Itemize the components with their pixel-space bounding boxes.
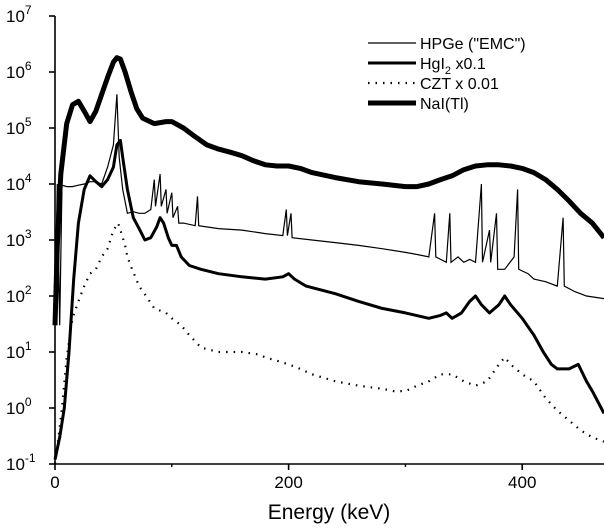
y-tick-label: 105 [6, 115, 32, 138]
series-line-1 [53, 138, 604, 460]
y-tick-label: 100 [6, 395, 32, 418]
y-tick-label: 102 [6, 283, 32, 306]
legend-label: CZT x 0.01 [420, 76, 499, 93]
series-line-3 [53, 220, 604, 465]
plot-lines [52, 55, 604, 465]
x-tick-label: 200 [274, 473, 302, 492]
x-tick-label: 0 [50, 473, 59, 492]
y-tick-label: 104 [6, 171, 32, 194]
x-axis-label: Energy (keV) [268, 501, 391, 524]
y-tick-label: 106 [6, 59, 32, 82]
legend-label: HPGe ("EMC") [420, 36, 526, 53]
y-tick-label: 107 [6, 3, 32, 26]
legend-label: NaI(Tl) [420, 96, 469, 113]
series-line-0 [52, 55, 604, 326]
y-tick-label: 103 [6, 227, 32, 250]
ticks [49, 15, 524, 470]
axes [54, 16, 604, 465]
x-tick-label: 400 [508, 473, 536, 492]
legend-label: HgI2 x0.1 [420, 56, 486, 77]
y-tick-label: 10-1 [6, 451, 36, 474]
series-line-2 [54, 94, 604, 326]
y-tick-label: 101 [6, 339, 32, 362]
